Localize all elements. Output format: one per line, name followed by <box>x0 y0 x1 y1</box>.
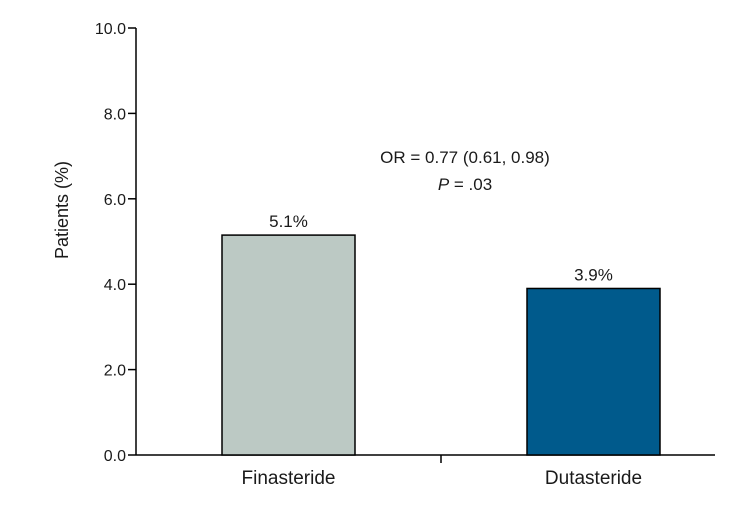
y-tick-label: 0.0 <box>104 448 126 465</box>
y-tick-label: 10.0 <box>95 21 126 38</box>
bar-dutasteride <box>526 287 661 456</box>
data-label: 5.1% <box>269 212 308 231</box>
bar-finasteride <box>221 234 356 456</box>
p-value: = .03 <box>449 175 492 194</box>
y-tick-label: 6.0 <box>104 192 126 209</box>
x-axis: Finasteride Dutasteride <box>136 454 715 489</box>
y-tick-label: 4.0 <box>104 277 126 294</box>
x-tick-label: Dutasteride <box>545 468 642 489</box>
y-tick-label: 8.0 <box>104 106 126 123</box>
annotation-line-2: P = .03 <box>438 175 492 194</box>
x-tick-label: Finasteride <box>242 468 336 489</box>
odds-ratio-annotation: OR = 0.77 (0.61, 0.98) P = .03 <box>380 148 550 194</box>
y-axis-label: Patients (%) <box>52 161 72 259</box>
annotation-line-1: OR = 0.77 (0.61, 0.98) <box>380 148 550 167</box>
y-tick-label: 2.0 <box>104 363 126 380</box>
bars <box>221 234 661 456</box>
data-labels: 5.1% 3.9% <box>269 212 613 284</box>
data-label: 3.9% <box>574 265 613 284</box>
p-symbol: P <box>438 175 450 194</box>
y-axis: 0.0 2.0 4.0 6.0 8.0 10.0 <box>95 21 137 465</box>
